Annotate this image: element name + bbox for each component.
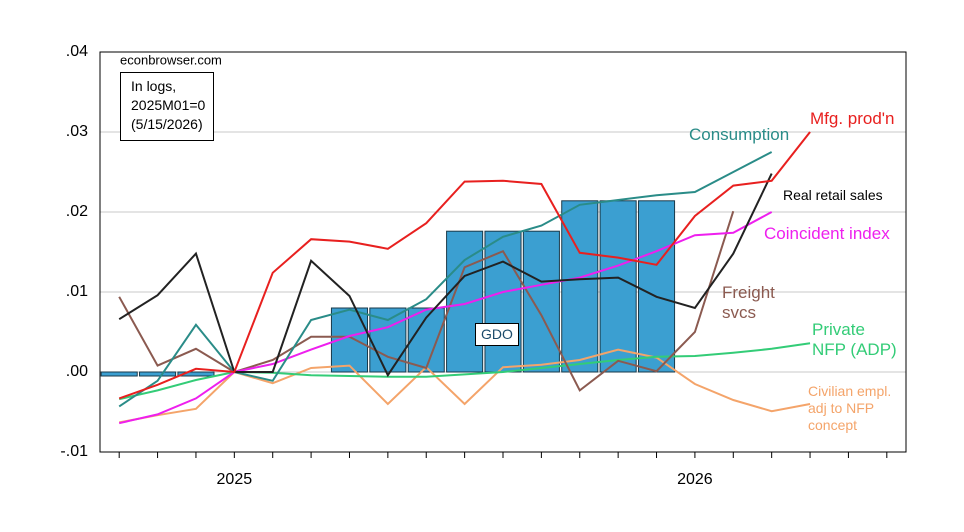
note-line: (5/15/2026) (131, 115, 203, 132)
legend-label: Freight svcs (722, 283, 775, 323)
bar (522, 230, 560, 373)
note-line: 2025M01=0 (131, 96, 206, 113)
bar (637, 200, 676, 373)
bar (446, 230, 484, 373)
note-box: In logs, 2025M01=0 (5/15/2026) (120, 72, 215, 141)
bar (100, 371, 138, 377)
legend-label: Private NFP (ADP) (812, 320, 897, 360)
bar (484, 230, 522, 373)
legend-label: GDO (475, 323, 519, 346)
y-tick-label: .01 (66, 283, 88, 300)
x-tick-label: 2025 (217, 471, 253, 488)
series-line (118, 173, 773, 378)
bar (139, 371, 177, 377)
plot-frame (99, 51, 907, 453)
bar (177, 371, 215, 377)
note-line: In logs, (131, 78, 177, 94)
legend-label: Mfg. prod'n (810, 109, 895, 128)
legend-label: Consumption (689, 125, 790, 144)
legend-label: Real retail sales (783, 187, 883, 203)
x-tick-label: 2026 (677, 471, 713, 488)
y-tick-label: .02 (66, 203, 88, 220)
y-tick-label: .03 (66, 123, 88, 140)
series-line (118, 211, 773, 425)
legend-label: Civilian empl. adj to NFP concept (808, 383, 892, 433)
series-line (118, 131, 811, 400)
source: econbrowser.com (120, 52, 222, 67)
legend-label: Coincident index (764, 224, 890, 243)
y-tick-label: .04 (66, 43, 88, 60)
y-tick-label: -.01 (60, 443, 88, 460)
series-line (118, 151, 773, 408)
bar (561, 200, 599, 373)
series-line (118, 210, 735, 392)
bar (599, 200, 637, 373)
y-tick-label: .00 (66, 363, 88, 380)
